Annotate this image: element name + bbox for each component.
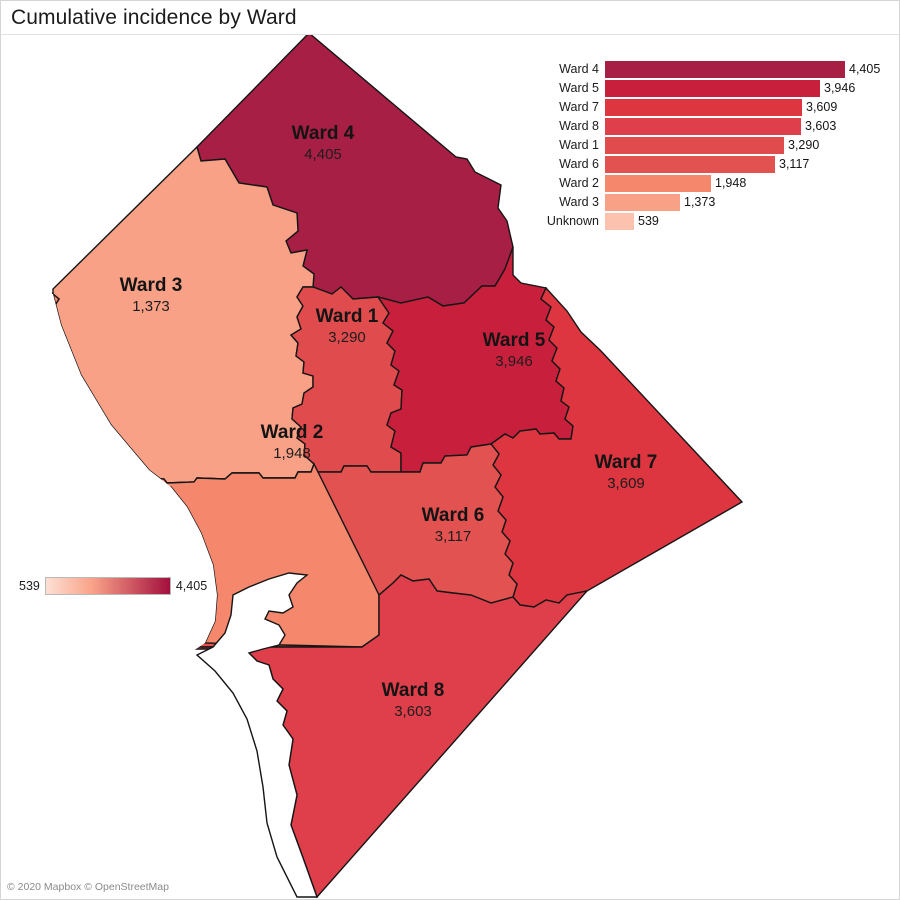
bar-track: 3,609 <box>605 99 899 116</box>
bar-chart-row[interactable]: Ward 2 1,948 <box>535 175 899 192</box>
legend-max-label: 4,405 <box>175 579 208 593</box>
bar-chart-row[interactable]: Ward 5 3,946 <box>535 80 899 97</box>
bar-fill[interactable] <box>605 118 801 135</box>
map-label-ward6-value: 3,117 <box>435 528 471 545</box>
map-label-ward4-name: Ward 4 <box>292 123 355 144</box>
bar-track: 3,603 <box>605 118 899 135</box>
bar-fill[interactable] <box>605 175 711 192</box>
bar-value-label: 1,373 <box>684 195 716 209</box>
bar-category-label: Ward 5 <box>559 81 599 95</box>
bar-value-label: 4,405 <box>849 62 881 76</box>
choropleth-map[interactable]: Ward 4 4,405 Ward 3 1,373 Ward 1 3,290 W… <box>1 35 899 899</box>
bar-chart-row[interactable]: Ward 6 3,117 <box>535 156 899 173</box>
map-label-ward1-value: 3,290 <box>328 329 366 346</box>
bar-fill[interactable] <box>605 156 775 173</box>
map-label-ward3-value: 1,373 <box>132 298 170 315</box>
bar-chart-row[interactable]: Ward 7 3,609 <box>535 99 899 116</box>
bar-fill[interactable] <box>605 194 680 211</box>
map-label-ward5-value: 3,946 <box>495 353 533 370</box>
bar-category-label: Ward 2 <box>559 176 599 190</box>
map-label-ward7-value: 3,609 <box>607 475 645 492</box>
map-label-ward7-name: Ward 7 <box>595 452 658 473</box>
bar-value-label: 3,290 <box>788 138 820 152</box>
color-scale-legend: 539 4,405 <box>19 577 207 595</box>
bar-chart-row[interactable]: Ward 3 1,373 <box>535 194 899 211</box>
bar-chart-row[interactable]: Ward 8 3,603 <box>535 118 899 135</box>
bar-track: 3,946 <box>605 80 899 97</box>
bar-category-label: Ward 8 <box>559 119 599 133</box>
bar-fill[interactable] <box>605 213 634 230</box>
bar-value-label: 3,117 <box>779 157 810 171</box>
potomac-river-cutout <box>1 294 281 897</box>
map-label-ward6-name: Ward 6 <box>422 505 485 526</box>
map-label-ward5-name: Ward 5 <box>483 330 546 351</box>
bar-track: 1,373 <box>605 194 899 211</box>
bar-fill[interactable] <box>605 61 845 78</box>
legend-min-label: 539 <box>19 579 40 593</box>
bar-track: 3,290 <box>605 137 899 154</box>
bar-chart-row[interactable]: Ward 4 4,405 <box>535 61 899 78</box>
map-label-ward3-name: Ward 3 <box>120 275 183 296</box>
potomac-water <box>195 572 318 898</box>
bar-fill[interactable] <box>605 137 784 154</box>
legend-color-ramp <box>44 577 171 595</box>
bar-chart-inset[interactable]: Ward 4 4,405 Ward 5 3,946 Ward 7 3,609 Ward 8 3… <box>535 61 899 237</box>
bar-category-label: Unknown <box>546 214 599 228</box>
bar-track: 539 <box>605 213 899 230</box>
bar-fill[interactable] <box>605 80 820 97</box>
bar-value-label: 3,609 <box>806 100 838 114</box>
bar-value-label: 3,946 <box>824 81 856 95</box>
map-attribution[interactable]: © 2020 Mapbox © OpenStreetMap <box>7 881 169 893</box>
map-label-ward8-value: 3,603 <box>394 703 432 720</box>
bar-category-label: Ward 7 <box>559 100 599 114</box>
map-label-ward8-name: Ward 8 <box>382 680 445 701</box>
map-labels: Ward 4 4,405 Ward 3 1,373 Ward 1 3,290 W… <box>120 123 658 720</box>
map-label-ward2-value: 1,948 <box>273 445 311 462</box>
bar-chart-row[interactable]: Ward 1 3,290 <box>535 137 899 154</box>
bar-track: 1,948 <box>605 175 899 192</box>
bar-category-label: Ward 4 <box>559 62 599 76</box>
title-bar: Cumulative incidence by Ward <box>1 1 899 35</box>
bar-category-label: Ward 3 <box>559 195 599 209</box>
map-label-ward1-name: Ward 1 <box>316 306 379 327</box>
bar-track: 3,117 <box>605 156 899 173</box>
page-title: Cumulative incidence by Ward <box>11 5 297 29</box>
bar-category-label: Ward 1 <box>559 138 599 152</box>
bar-value-label: 3,603 <box>805 119 837 133</box>
map-label-ward2-name: Ward 2 <box>261 422 324 443</box>
bar-category-label: Ward 6 <box>559 157 599 171</box>
bar-value-label: 1,948 <box>715 176 747 190</box>
bar-value-label: 539 <box>638 214 659 228</box>
bar-chart-row[interactable]: Unknown 539 <box>535 213 899 230</box>
map-label-ward4-value: 4,405 <box>304 146 342 163</box>
bar-track: 4,405 <box>605 61 899 78</box>
bar-fill[interactable] <box>605 99 802 116</box>
